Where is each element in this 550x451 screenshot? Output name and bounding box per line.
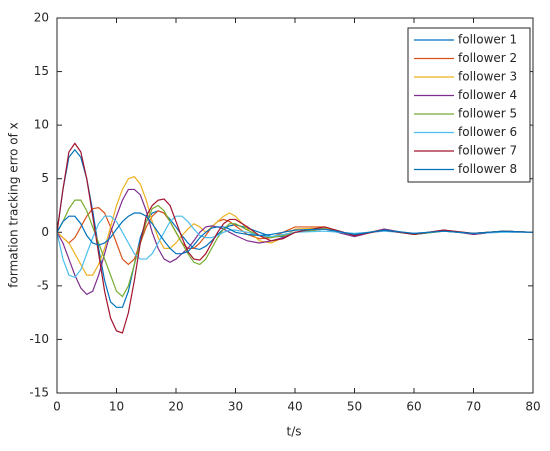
legend-label: follower 1 — [458, 33, 517, 47]
legend-label: follower 4 — [458, 88, 517, 102]
y-tick-label: 10 — [34, 118, 49, 132]
y-tick-label: -15 — [29, 386, 49, 400]
legend-box — [407, 27, 531, 183]
legend-label: follower 5 — [458, 107, 517, 121]
x-tick-label: 20 — [168, 400, 183, 414]
y-tick-label: 5 — [41, 171, 49, 185]
series-line — [56, 215, 533, 279]
y-axis-label: formation tracking erro of x — [7, 122, 21, 287]
x-tick-label: 0 — [53, 400, 61, 414]
legend-label: follower 2 — [458, 51, 517, 65]
legend-label: follower 7 — [458, 144, 517, 158]
x-tick-label: 80 — [525, 400, 540, 414]
y-tick-label: 0 — [41, 225, 49, 239]
x-axis-label: t/s — [287, 425, 302, 439]
axes-box — [56, 17, 534, 394]
legend-label: follower 3 — [458, 70, 517, 84]
x-tick-label: 10 — [109, 400, 124, 414]
x-tick-label: 50 — [347, 400, 362, 414]
series-line — [56, 142, 534, 334]
y-tick-label: 20 — [34, 11, 49, 25]
legend-label: follower 8 — [458, 162, 517, 176]
x-tick-label: 30 — [228, 400, 243, 414]
y-tick-label: -10 — [29, 332, 49, 346]
x-tick-label: 40 — [287, 400, 302, 414]
x-tick-label: 70 — [466, 400, 481, 414]
y-tick-label: 15 — [34, 64, 49, 78]
legend-label: follower 6 — [458, 125, 517, 139]
series-line — [56, 212, 534, 255]
x-tick-label: 60 — [406, 400, 421, 414]
y-tick-label: -5 — [37, 278, 49, 292]
